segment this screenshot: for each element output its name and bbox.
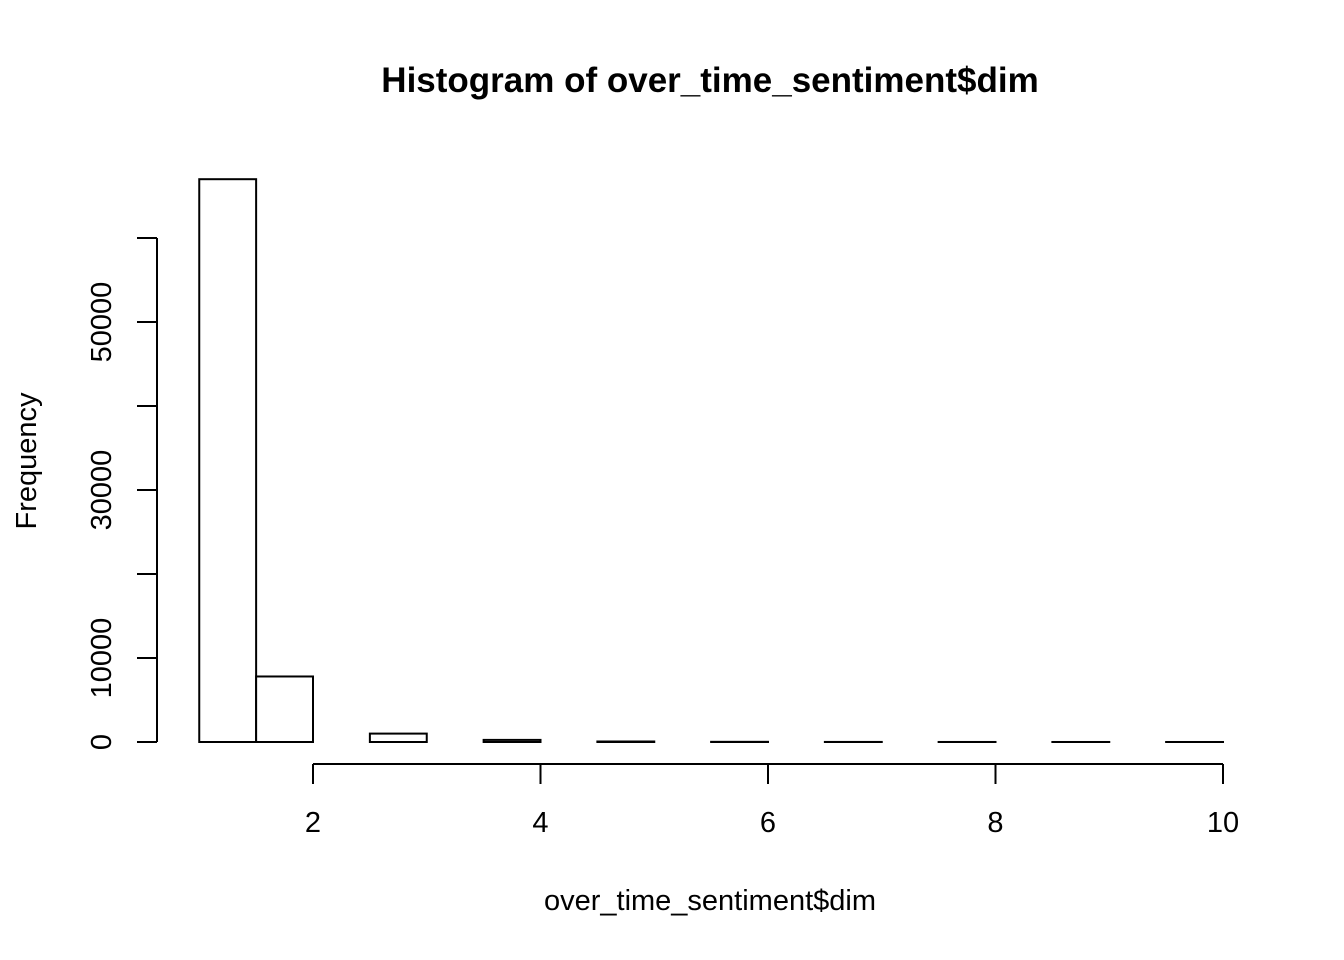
x-tick-label: 2 <box>305 807 321 839</box>
chart-title: Histogram of over_time_sentiment$dim <box>381 61 1038 100</box>
y-tick-label: 30000 <box>86 450 118 531</box>
histogram-bars <box>198 178 1224 744</box>
y-tick-label: 10000 <box>86 618 118 699</box>
histogram-bar <box>255 675 314 743</box>
histogram-bar <box>482 738 542 744</box>
y-axis: 0 10000 30000 50000 <box>86 237 158 750</box>
x-axis-label: over_time_sentiment$dim <box>544 885 876 917</box>
y-axis-label: Frequency <box>11 392 43 530</box>
x-tick-label: 4 <box>532 807 548 839</box>
x-tick-label: 10 <box>1207 807 1239 839</box>
x-tick-label: 6 <box>760 807 776 839</box>
x-tick-label: 8 <box>987 807 1003 839</box>
histogram-bar <box>368 732 428 743</box>
x-axis: 2 4 6 8 10 <box>305 763 1239 839</box>
y-tick-label: 50000 <box>86 282 118 363</box>
histogram-bar <box>596 740 656 743</box>
y-tick-label: 0 <box>86 734 118 750</box>
histogram-bar <box>198 178 258 743</box>
